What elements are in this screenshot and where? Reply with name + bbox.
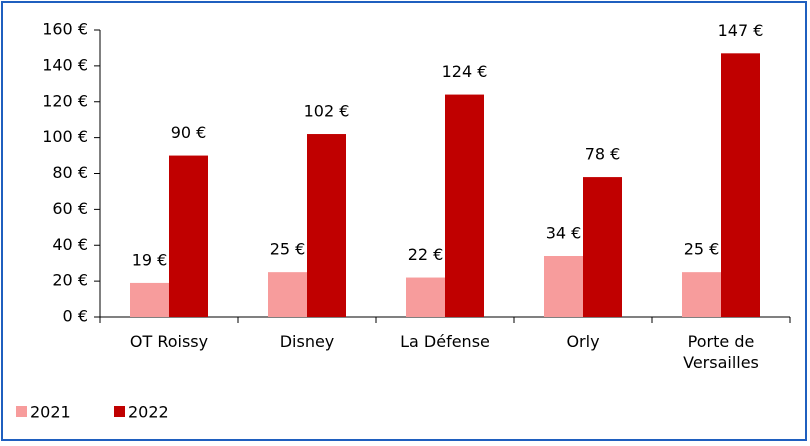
legend-label: 2021 [30, 403, 71, 422]
data-label: 22 € [408, 245, 444, 264]
data-label: 90 € [171, 123, 207, 142]
bar [445, 94, 484, 317]
data-label: 19 € [132, 250, 168, 269]
data-label: 147 € [718, 21, 764, 40]
y-tick-label: 140 € [42, 55, 88, 74]
legend-swatch [114, 406, 125, 417]
bar [682, 272, 721, 317]
y-tick-label: 40 € [52, 235, 88, 254]
legend-label: 2022 [128, 403, 169, 422]
bar [544, 256, 583, 317]
x-tick-label: OT Roissy [129, 332, 209, 351]
x-tick-label: Porte de Versailles [683, 332, 759, 372]
bar [307, 134, 346, 317]
data-label: 78 € [585, 145, 621, 164]
y-tick-label: 160 € [42, 20, 88, 39]
y-tick-label: 120 € [42, 91, 88, 110]
y-tick-label: 60 € [52, 199, 88, 218]
data-label: 25 € [270, 240, 306, 259]
y-tick-label: 20 € [52, 271, 88, 290]
bar [721, 53, 760, 317]
y-tick-label: 80 € [52, 163, 88, 182]
bar [268, 272, 307, 317]
x-tick-label: La Défense [400, 332, 490, 351]
x-tick-label: Disney [279, 332, 335, 351]
data-label: 102 € [304, 102, 350, 121]
bar [169, 155, 208, 317]
bar [583, 177, 622, 317]
data-label: 25 € [684, 240, 720, 259]
legend-swatch [16, 406, 27, 417]
bar [130, 282, 169, 317]
y-tick-label: 0 € [63, 307, 88, 326]
y-tick-label: 100 € [42, 127, 88, 146]
data-label: 124 € [442, 62, 488, 81]
bar [406, 277, 445, 317]
x-tick-label: Orly [566, 332, 600, 351]
data-label: 34 € [546, 224, 582, 243]
